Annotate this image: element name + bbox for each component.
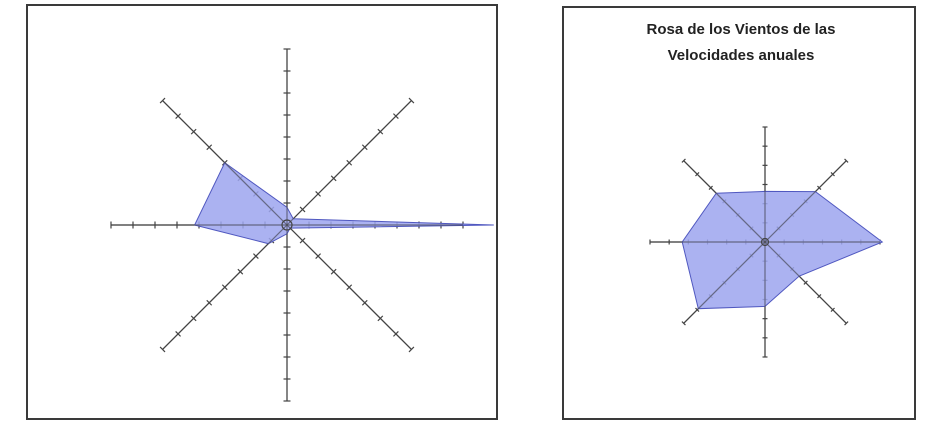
axis-overlay [162, 224, 288, 350]
chart-title-line-1: Rosa de los Vientos de las [647, 21, 836, 38]
chart-title-line-2: Velocidades anuales [668, 47, 815, 64]
speed-wind-rose-chart: Rosa de los Vientos de las Velocidades an… [647, 21, 884, 358]
axis-overlay [683, 160, 766, 243]
axis-overlay [286, 100, 412, 226]
percent-wind-rose-chart [110, 48, 494, 402]
center-marker [281, 219, 293, 231]
series-area [193, 162, 494, 245]
axis-tick [681, 158, 686, 163]
axis-overlay [683, 241, 766, 324]
right-chart-panel: Rosa de los Vientos de las Velocidades an… [562, 6, 916, 420]
center-marker [760, 237, 770, 247]
axis-overlay [162, 100, 288, 226]
axis-overlay [764, 160, 847, 243]
axis-overlay [286, 224, 412, 350]
series-area [681, 190, 884, 310]
chart-title: Rosa de los Vientos de las Velocidades an… [647, 21, 836, 64]
axis-tick [159, 97, 166, 104]
axis-tick [159, 346, 166, 353]
left-chart-panel [26, 4, 498, 420]
axis-overlay [764, 241, 847, 324]
